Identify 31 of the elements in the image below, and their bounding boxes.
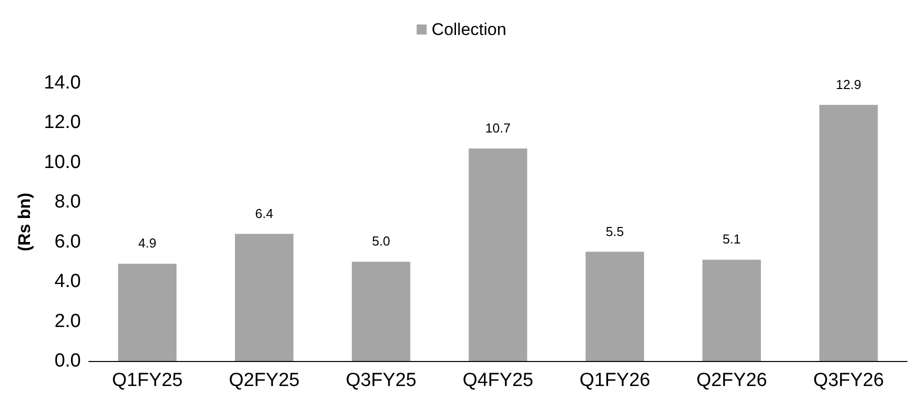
y-tick-label: 2.0: [54, 310, 81, 332]
y-axis-title: (Rs bn): [15, 192, 34, 252]
x-tick-label: Q3FY26: [813, 370, 884, 391]
data-label: 4.9: [138, 236, 156, 251]
bar: [352, 262, 410, 361]
data-label: 6.4: [255, 206, 274, 221]
y-tick-label: 6.0: [54, 231, 81, 252]
y-tick-label: 12.0: [44, 112, 81, 134]
y-tick-label: 14.0: [44, 72, 81, 94]
y-tick-label: 4.0: [54, 271, 81, 292]
data-label: 12.9: [836, 76, 862, 92]
bar: [819, 104, 878, 361]
data-label: 5.5: [606, 224, 624, 239]
y-tick-label: 8.0: [54, 192, 81, 213]
x-tick-label: Q2FY26: [696, 370, 768, 391]
legend-label: Collection: [432, 20, 506, 39]
bar: [586, 252, 644, 361]
x-tick-label: Q4FY25: [462, 370, 534, 391]
y-tick-label: 0.0: [54, 350, 81, 372]
x-tick-label: Q1FY26: [579, 370, 650, 391]
bar: [702, 260, 761, 361]
y-tick-label: 10.0: [44, 152, 81, 173]
data-label: 5.1: [722, 232, 741, 247]
data-label: 5.0: [372, 234, 390, 249]
x-tick-label: Q2FY25: [228, 370, 300, 391]
data-label: 10.7: [485, 120, 511, 136]
x-tick-label: Q1FY25: [112, 370, 183, 391]
bar: [234, 234, 294, 361]
x-tick-label: Q3FY25: [346, 370, 416, 391]
bar: [468, 148, 528, 361]
bar: [118, 264, 177, 361]
